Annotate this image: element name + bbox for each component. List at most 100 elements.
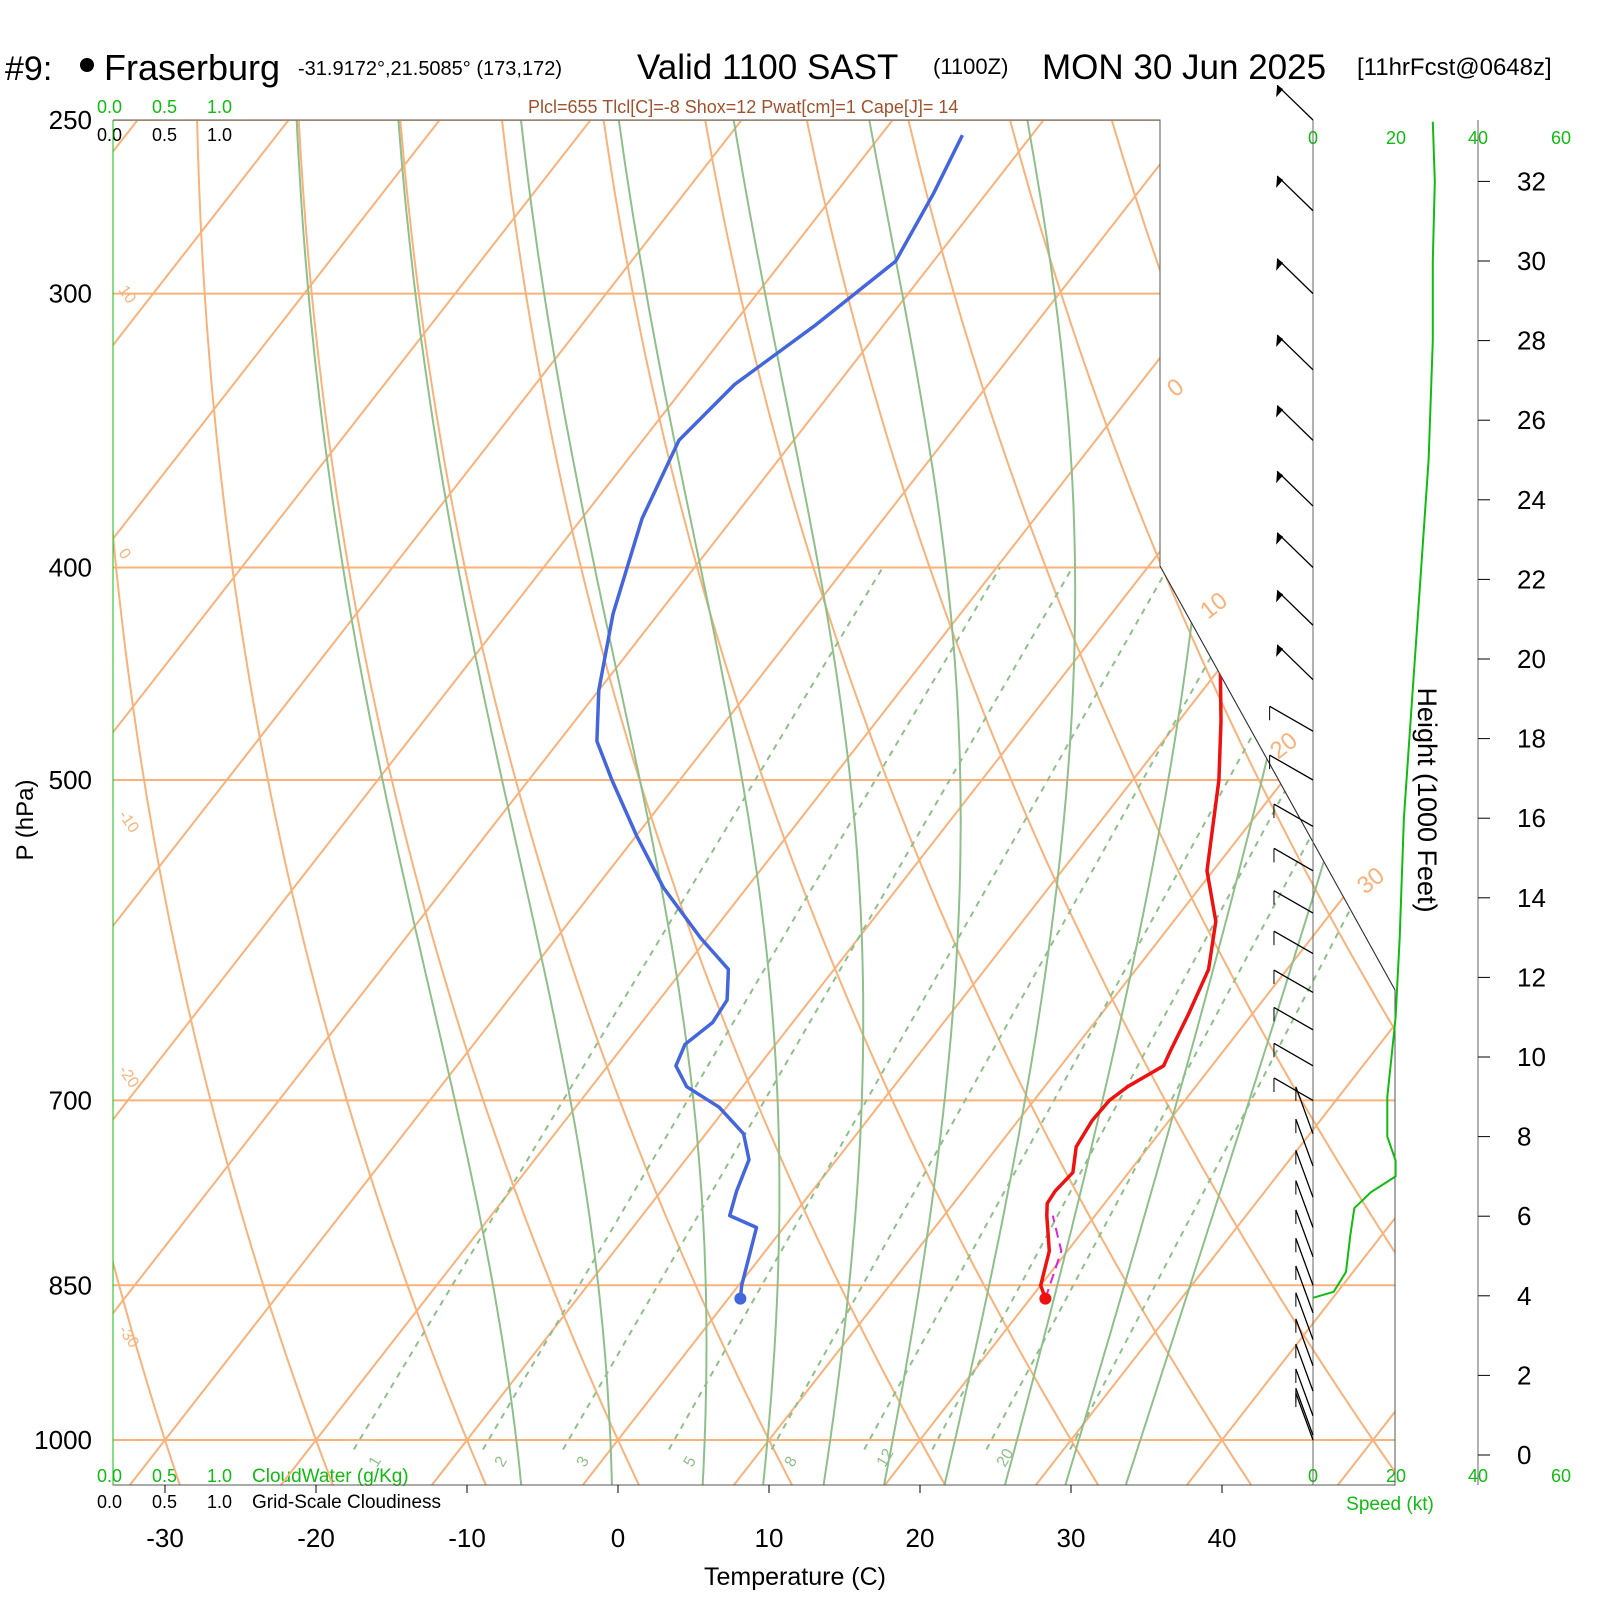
dry-adiabat-line (195, 120, 488, 1485)
speed-tick-top-1: 20 (1386, 128, 1406, 148)
moist-adiabat-line (520, 120, 708, 1485)
cloudwater-tick-top-0: 0.0 (97, 97, 122, 117)
station-coords: -31.9172°,21.5085° (173,172) (298, 58, 562, 80)
isotherm-line (1335, 120, 1395, 1485)
wind-barb-flag (1276, 471, 1284, 484)
plot-border-diagonal (1159, 565, 1396, 991)
wind-barb-shaft (1273, 1006, 1314, 1031)
isotherm-line (1488, 81, 1600, 1486)
height-tick-label: 14 (1517, 883, 1546, 913)
x-tick-label: -30 (146, 1523, 184, 1553)
cloudwater-tick-top-1: 0.5 (152, 97, 177, 117)
cloudiness-tick-top-0: 0.0 (97, 125, 122, 145)
wind-barb-flag (1276, 85, 1284, 98)
dry-adiabat-line (998, 120, 1395, 1485)
isotherm-line (113, 120, 471, 1485)
moist-adiabat-line (397, 120, 613, 1485)
moist-adiabat-line (295, 120, 523, 1485)
isotherm-label: 20 (1265, 727, 1303, 765)
isotherm-line (113, 120, 924, 1485)
wind-barb-shaft (1276, 84, 1314, 121)
mixing-ratio-label: 5 (681, 1454, 700, 1470)
wind-barb-shaft (1295, 1209, 1314, 1258)
wind-barb-shaft (1276, 334, 1314, 371)
cloudwater-tick-top-2: 1.0 (207, 97, 232, 117)
p-tick-label: 1000 (34, 1425, 92, 1455)
mixing-ratio-label: 8 (782, 1454, 801, 1470)
valid-time: Valid 1100 SAST (637, 48, 898, 87)
wind-barb-shaft (1276, 470, 1314, 507)
surface-temperature-dot (1039, 1292, 1052, 1305)
isotherm-label: 0 (115, 546, 134, 563)
mixing-ratio-line (770, 567, 1262, 1450)
moist-adiabat-line (1124, 120, 1395, 1485)
isotherm-line (580, 120, 1395, 1485)
isotherm-line (113, 120, 1075, 1485)
p-tick-label: 850 (49, 1270, 92, 1300)
wind-barbs (1269, 84, 1314, 1441)
wind-barb-shaft (1276, 405, 1314, 441)
wind-barb-flag (1276, 334, 1284, 347)
height-tick-label: 18 (1517, 724, 1546, 754)
dry-adiabat-line (898, 120, 1395, 1485)
x-tick-label: 20 (906, 1523, 935, 1553)
mixing-ratio-label: 12 (874, 1446, 898, 1470)
sounding-indices: Plcl=655 Tlcl[C]=-8 Shox=12 Pwat[cm]=1 C… (528, 97, 958, 117)
wind-barb-shaft (1273, 930, 1314, 955)
wind-barb-shaft (1276, 644, 1314, 681)
temperature-line (1038, 135, 1223, 1300)
wind-barb-shaft (1273, 847, 1314, 872)
cloudiness-tick-bottom-1: 0.5 (152, 1492, 177, 1512)
cloud-scale: 0.0 0.5 1.0 0.0 0.5 1.0 0.0 0.5 1.0 Clou… (97, 97, 441, 1513)
wind-barb-shaft (1269, 705, 1314, 732)
wind-barb-flag (1276, 175, 1284, 188)
speed-tick-bottom-1: 20 (1386, 1466, 1406, 1486)
isotherm-line (113, 120, 773, 1485)
p-tick-label: 400 (49, 553, 92, 583)
surface-dewpoint-dot (734, 1292, 747, 1305)
wind-barb-flag (1276, 532, 1284, 545)
plot-border (112, 119, 1396, 1486)
speed-tick-top-3: 60 (1551, 128, 1571, 148)
p-tick-label: 500 (49, 765, 92, 795)
wind-barb-shaft (1276, 589, 1314, 626)
isotherm-line (1033, 120, 1395, 1485)
wind-barb-shaft (1276, 532, 1314, 568)
height-tick-label: 24 (1517, 485, 1546, 515)
mixing-ratio-line (482, 567, 1001, 1450)
wind-barb-shaft (1295, 1150, 1314, 1198)
height-tick-label: 2 (1517, 1360, 1531, 1390)
station-marker (80, 58, 94, 72)
isotherm-label: -10 (115, 808, 142, 837)
x-tick-label: 10 (755, 1523, 784, 1553)
wind-barb-shaft (1295, 1343, 1314, 1392)
dry-adiabat-line (1502, 81, 1600, 1486)
height-tick-label: 16 (1517, 803, 1546, 833)
wind-barb-shaft (1273, 890, 1314, 914)
height-tick-label: 22 (1517, 564, 1546, 594)
mixing-ratio-line (668, 567, 1169, 1450)
cloudiness-tick-bottom-0: 0.0 (97, 1492, 122, 1512)
wind-barb-shaft (1273, 803, 1314, 828)
cloudiness-tick-top-1: 0.5 (152, 125, 177, 145)
isotherm-line (278, 120, 1377, 1485)
dry-adiabat-line (597, 120, 1100, 1485)
wind-barb-shaft (1295, 1292, 1314, 1340)
wind-barb-flag (1276, 590, 1284, 603)
plot-frame (112, 119, 1479, 1486)
y-axis-title: P (hPa) (12, 780, 39, 861)
cloudiness-tick-top-2: 1.0 (207, 125, 232, 145)
height-tick-label: 4 (1517, 1281, 1531, 1311)
station-name: Fraserburg (104, 47, 280, 88)
dry-adiabat-line (295, 120, 641, 1485)
isotherm-label: 30 (1352, 862, 1390, 900)
wind-barb-shaft (1276, 175, 1314, 212)
wind-barb-shaft (1295, 1238, 1314, 1286)
height-tick-label: 8 (1517, 1122, 1531, 1152)
dry-adiabat-line (1300, 120, 1395, 1485)
moist-adiabat-line (732, 120, 865, 1485)
forecast-info: [11hrFcst@0648z] (1357, 54, 1552, 81)
isotherm-label: 10 (115, 283, 139, 307)
x-tick-label: 0 (611, 1523, 625, 1553)
